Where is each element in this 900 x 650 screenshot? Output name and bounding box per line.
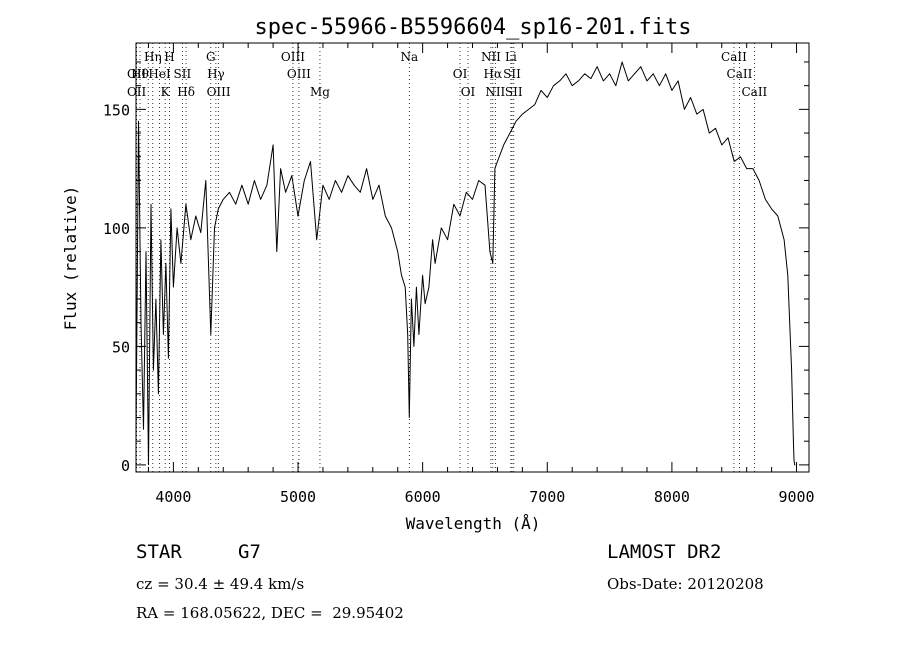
line-label-17-0: OI <box>461 85 476 99</box>
x-tick-label-1: 5000 <box>280 488 316 506</box>
line-label-3-0: Hη <box>144 50 162 64</box>
survey-name: LAMOST DR2 <box>607 541 722 563</box>
spectral-line-markers <box>136 43 755 472</box>
line-label-4-0: HeI <box>148 67 171 81</box>
line-label-5-0: K <box>161 85 171 99</box>
plot-frame <box>135 42 810 473</box>
chart-title: spec-55966-B5596604_sp16-201.fits <box>254 15 691 40</box>
y-tick-label-3: 150 <box>103 101 130 119</box>
line-label-25-0: CaII <box>727 67 753 81</box>
line-label-1-0: Hθ <box>131 67 149 81</box>
redshift-velocity: cz = 30.4 ± 49.4 km/s <box>136 575 305 593</box>
spectrum-line <box>135 61 796 466</box>
spectral-line-labels: OIIOIIHθHηHeIKHSIIHδGHγOIIIOIIIOIIIMgNaO… <box>127 50 768 99</box>
x-tick-label-3: 7000 <box>529 488 565 506</box>
y-tick-label-0: 0 <box>121 457 130 475</box>
line-label-11-0: OIII <box>207 85 231 99</box>
line-label-6-0: H <box>164 50 174 64</box>
line-label-0-0: OII <box>127 67 147 81</box>
line-label-10-0: Hγ <box>207 67 225 81</box>
line-label-22-0: SII <box>503 67 521 81</box>
line-label-19-0: Hα <box>484 67 503 81</box>
line-label-20-0: NII <box>485 85 505 99</box>
line-label-12-0: OIII <box>281 50 305 64</box>
x-tick-label-2: 6000 <box>405 488 441 506</box>
x-tick-label-0: 4000 <box>155 488 191 506</box>
x-axis: 4000 5000 6000 7000 8000 9000 <box>147 43 815 506</box>
line-label-21-0: Li <box>505 50 517 64</box>
object-subclass: G7 <box>238 541 261 563</box>
line-label-14-0: Mg <box>310 85 330 99</box>
observation-date: Obs-Date: 20120208 <box>607 575 764 593</box>
object-class: STAR <box>136 541 182 563</box>
line-label-18-0: NII <box>481 50 501 64</box>
line-label-24-0: CaII <box>721 50 747 64</box>
y-tick-label-1: 50 <box>112 338 130 356</box>
x-tick-label-4: 8000 <box>654 488 690 506</box>
line-label-8-0: Hδ <box>177 85 195 99</box>
ra-dec-coordinates: RA = 168.05622, DEC = 29.95402 <box>136 604 404 622</box>
y-tick-label-2: 100 <box>103 220 130 238</box>
line-label-16-0: OI <box>453 67 468 81</box>
y-axis: 0 50 100 150 <box>103 61 809 475</box>
line-label-0-1: OII <box>127 85 147 99</box>
line-label-9-0: G <box>206 50 216 64</box>
line-label-23-0: SII <box>505 85 523 99</box>
line-label-7-0: SII <box>174 67 192 81</box>
line-label-26-0: CaII <box>741 85 767 99</box>
y-axis-label: Flux (relative) <box>61 186 80 331</box>
line-label-13-0: OIII <box>287 67 311 81</box>
x-tick-label-5: 9000 <box>778 488 814 506</box>
x-axis-label: Wavelength (Å) <box>406 514 541 533</box>
line-label-15-0: Na <box>400 50 418 64</box>
